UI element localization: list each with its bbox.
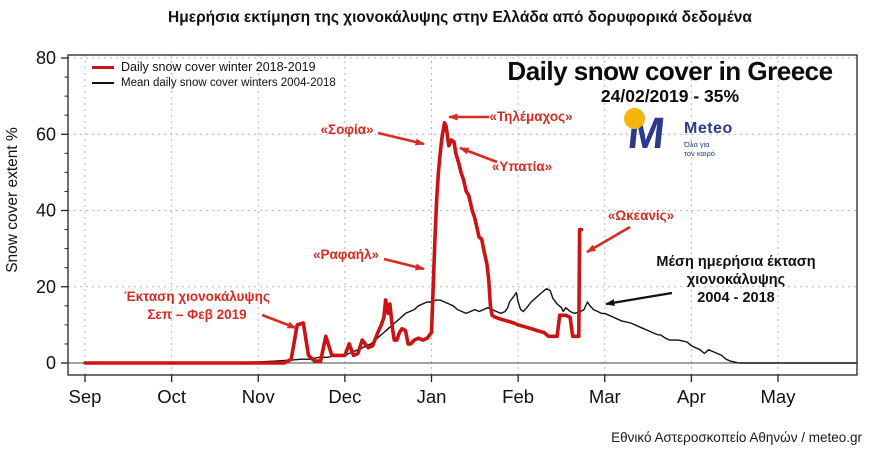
x-tick-label: May xyxy=(761,386,797,407)
x-tick-label: Jan xyxy=(417,386,447,407)
y-axis-title: Snow cover extent % xyxy=(4,127,21,273)
legend-item-2018-2019: Daily snow cover winter 2018-2019 xyxy=(92,60,336,74)
chart-title-block: Daily snow cover in Greece 24/02/2019 - … xyxy=(488,58,852,107)
legend-black-line-swatch xyxy=(92,82,114,84)
annotation-label-rafail: «Ραφαήλ» xyxy=(313,247,379,262)
plot-frame xyxy=(67,54,858,376)
y-tick-label: 40 xyxy=(36,201,56,221)
y-tick-label: 80 xyxy=(36,48,56,68)
x-tick-label: Dec xyxy=(328,386,361,407)
annotation-arrow-ektasi-2019 xyxy=(261,313,297,330)
meteo-sun-dot-icon xyxy=(624,108,645,129)
meteo-logo-text: Meteo Όλα για τον καιρό xyxy=(684,108,733,159)
annotation-arrow-sofia xyxy=(377,131,425,146)
annotation-arrow-mesi-ektasi xyxy=(605,291,673,307)
annotation-arrow-rafail xyxy=(383,257,425,271)
annotation-label-ypatia: «Υπατία» xyxy=(492,159,552,174)
x-tick-label: Apr xyxy=(677,386,706,407)
meteo-tagline: Όλα για τον καιρό xyxy=(684,140,715,159)
page-title: Ημερήσια εκτίμηση της χιονοκάλυψης στην … xyxy=(168,9,752,26)
y-tick-label: 60 xyxy=(36,124,56,144)
legend-label: Daily snow cover winter 2018-2019 xyxy=(121,60,316,74)
series-line-mean-2004-2018 xyxy=(84,288,857,364)
annotation-label-mesi-ektasi: 2004 - 2018 xyxy=(697,290,774,306)
y-tick-label: 20 xyxy=(36,277,56,297)
x-tick-label: Mar xyxy=(589,386,621,407)
annotation-label-telemachos: «Τηλέμαχος» xyxy=(489,109,572,124)
annotation-label-ektasi-2019: Έκταση χιονοκάλυψης xyxy=(124,289,270,304)
legend-label: Mean daily snow cover winters 2004-2018 xyxy=(121,77,336,89)
source-credit: Εθνικό Αστεροσκοπείο Αθηνών / meteo.gr xyxy=(611,430,862,445)
chart-subtitle-date-percent: 24/02/2019 - 35% xyxy=(600,86,740,106)
x-tick-label: Oct xyxy=(157,386,186,407)
x-tick-label: Feb xyxy=(502,386,534,407)
x-tick-label: Nov xyxy=(242,386,276,407)
x-tick-label: Sep xyxy=(69,386,102,407)
meteo-logo-mark: M xyxy=(622,108,684,166)
meteo-logo: M Meteo Όλα για τον καιρό xyxy=(622,108,772,170)
annotation-label-okeanis: «Ωκεανίς» xyxy=(608,208,674,223)
y-tick-label: 0 xyxy=(46,353,56,373)
chart-title: Daily snow cover in Greece xyxy=(507,56,833,86)
annotation-label-mesi-ektasi: Μέση ημερήσια έκταση xyxy=(656,254,815,270)
legend-item-2004-2018: Mean daily snow cover winters 2004-2018 xyxy=(92,77,336,89)
legend-red-line-swatch xyxy=(92,65,114,69)
series-line-winter-2018-2019 xyxy=(83,121,584,365)
chart-legend: Daily snow cover winter 2018-2019 Mean d… xyxy=(92,60,336,92)
meteo-brand-name: Meteo xyxy=(684,120,733,137)
annotation-label-mesi-ektasi: χιονοκάλυψης xyxy=(687,272,785,288)
annotation-arrow-okeanis xyxy=(586,225,631,254)
annotation-label-ektasi-2019: Σεπ – Φεβ 2019 xyxy=(147,307,246,322)
annotation-arrow-ypatia xyxy=(459,146,498,164)
annotation-label-sofia: «Σοφία» xyxy=(320,122,373,137)
